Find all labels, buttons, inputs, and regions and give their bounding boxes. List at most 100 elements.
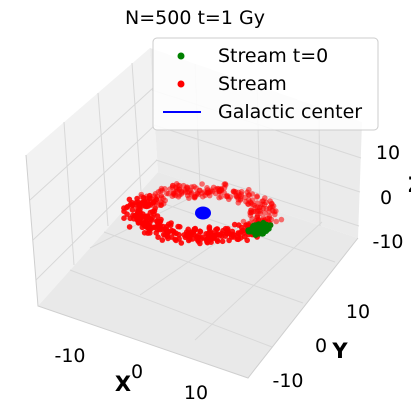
x-tick-label: 0 <box>131 361 143 383</box>
stream-point <box>219 238 226 245</box>
stream-point <box>234 194 241 200</box>
stream-point <box>206 224 213 230</box>
stream-point <box>177 224 183 230</box>
stream-point <box>145 225 152 231</box>
stream-t0-point <box>259 230 266 237</box>
stream-point <box>195 191 202 198</box>
stream-point <box>135 205 141 211</box>
stream-point <box>242 233 248 240</box>
x-tick-label: 10 <box>184 382 208 404</box>
stream-point <box>250 208 257 215</box>
stream-point <box>140 194 147 201</box>
stream-point <box>269 204 275 210</box>
left-pane <box>26 48 158 306</box>
stream-point <box>203 231 209 237</box>
stream-point <box>158 185 165 192</box>
stream-point <box>175 187 181 194</box>
z-axis-label: Z <box>408 173 411 197</box>
data-layer <box>121 181 285 247</box>
stream-point <box>170 182 176 189</box>
stream-point <box>173 237 179 244</box>
stream-point <box>166 228 172 235</box>
stream-point <box>140 221 146 227</box>
stream-point <box>209 230 216 237</box>
stream-point <box>223 193 230 200</box>
stream-point <box>154 213 161 219</box>
stream-point <box>199 181 205 187</box>
stream-point <box>254 212 261 219</box>
stream-point <box>278 216 285 223</box>
stream-point <box>151 198 157 205</box>
stream-point <box>273 208 279 214</box>
stream-point <box>235 189 242 196</box>
stream-point <box>157 222 163 229</box>
stream-point <box>214 226 221 232</box>
stream-point <box>140 199 146 206</box>
stream-t0-point <box>263 221 270 228</box>
chart-title: N=500 t=1 Gy <box>125 7 265 29</box>
stream-point <box>154 193 161 200</box>
stream-point <box>133 199 139 206</box>
legend-label: Stream t=0 <box>218 45 328 67</box>
stream-point <box>249 197 256 203</box>
y-tick-label: 0 <box>315 335 327 357</box>
legend-box <box>152 37 379 131</box>
stream-point <box>151 208 158 214</box>
stream-point <box>173 230 179 237</box>
y-axis-label: Y <box>331 339 348 363</box>
stream-point <box>136 214 143 221</box>
legend-label: Galactic center <box>218 101 362 123</box>
stream-point <box>193 185 199 191</box>
stream-t0-point <box>245 227 252 234</box>
stream-t0-point <box>252 232 259 238</box>
stream-point <box>241 227 247 234</box>
stream-point <box>162 232 169 238</box>
stream-point <box>158 202 164 208</box>
stream-point <box>181 232 187 238</box>
axes-panes <box>25 48 362 379</box>
stream-point <box>186 195 192 201</box>
stream-point <box>219 233 225 239</box>
stream-point <box>218 187 225 194</box>
z-tick-label: 0 <box>380 187 392 209</box>
stream-point <box>226 237 232 244</box>
stream-point <box>141 230 148 236</box>
stream-point <box>236 222 242 228</box>
stream-point <box>230 231 236 238</box>
stream-t0-point <box>258 224 265 231</box>
stream-point <box>178 240 185 246</box>
stream-point <box>189 236 196 242</box>
stream-point <box>214 237 220 243</box>
stream-point <box>195 234 201 241</box>
legend: Stream t=0 Stream Galactic center <box>152 37 379 131</box>
stream-point <box>224 230 230 237</box>
stream-point <box>255 216 262 223</box>
y-tick-label: 10 <box>346 301 370 323</box>
stream-point <box>254 204 261 210</box>
y-tick-label: -10 <box>272 370 303 392</box>
stream-point <box>246 192 253 198</box>
stream-point <box>266 213 273 219</box>
stream-point <box>155 234 161 240</box>
stream-point <box>154 218 160 224</box>
stream-point <box>153 230 159 236</box>
stream-point <box>235 236 242 243</box>
stream-point <box>243 198 249 205</box>
stream-point <box>246 186 252 193</box>
stream-point <box>218 194 224 200</box>
stream-point <box>262 210 268 216</box>
stream-point <box>129 207 136 213</box>
stream-point <box>165 190 172 197</box>
legend-marker-stream <box>177 80 185 88</box>
stream-point <box>209 188 216 195</box>
stream-t0-point <box>250 226 256 232</box>
stream-point <box>273 218 280 225</box>
stream-point <box>201 189 208 195</box>
stream-point <box>231 221 238 228</box>
stream-point <box>191 194 197 200</box>
stream-point <box>144 220 150 226</box>
stream-point <box>129 202 135 209</box>
stream-point <box>121 208 127 215</box>
x-axis-label: X <box>115 372 131 396</box>
